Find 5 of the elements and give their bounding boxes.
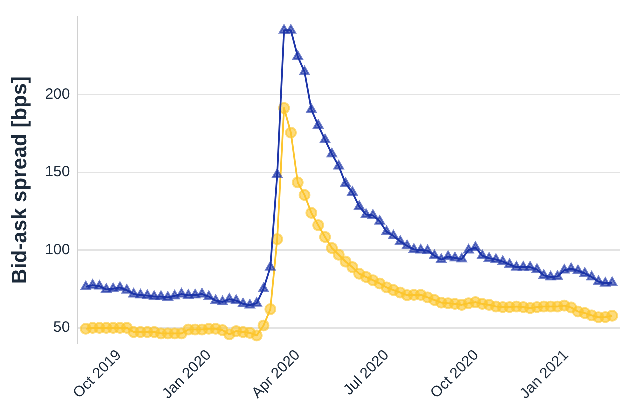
y-axis-title: Bid-ask spread [bps] bbox=[8, 76, 32, 284]
y-tick-label: 150 bbox=[45, 164, 70, 181]
y-tick-label: 200 bbox=[45, 86, 70, 103]
y-tick-label: 50 bbox=[54, 319, 70, 336]
y-tick-label: 100 bbox=[45, 241, 70, 258]
